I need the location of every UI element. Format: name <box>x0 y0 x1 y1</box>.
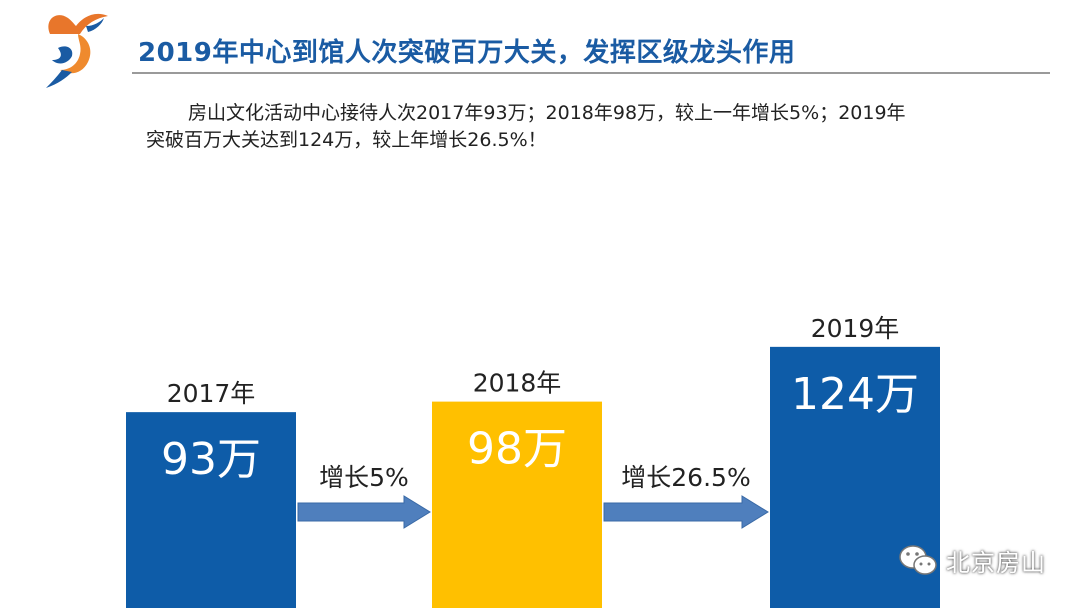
value-label-2: 124万 <box>791 369 919 420</box>
watermark: 北京房山 <box>898 543 1046 578</box>
bar-1 <box>432 401 602 608</box>
wechat-icon <box>899 544 937 575</box>
growth-label-1: 增长26.5% <box>621 463 750 492</box>
growth-arrow-1 <box>603 495 769 529</box>
growth-label-0: 增长5% <box>319 463 409 492</box>
watermark-text: 北京房山 <box>946 549 1046 577</box>
logo-icon <box>46 13 108 88</box>
value-label-0: 93万 <box>161 434 261 485</box>
category-label-1: 2018年 <box>473 369 562 398</box>
value-label-1: 98万 <box>467 424 567 475</box>
bar-0 <box>126 412 296 608</box>
category-label-0: 2017年 <box>167 379 256 408</box>
title-divider <box>132 72 1050 74</box>
category-label-2: 2019年 <box>811 314 900 343</box>
slide-description: 房山文化活动中心接待人次2017年93万；2018年98万，较上一年增长5%；2… <box>146 102 906 151</box>
slide-title: 2019年中心到馆人次突破百万大关，发挥区级龙头作用 <box>138 38 796 68</box>
growth-arrow-0 <box>297 495 431 529</box>
